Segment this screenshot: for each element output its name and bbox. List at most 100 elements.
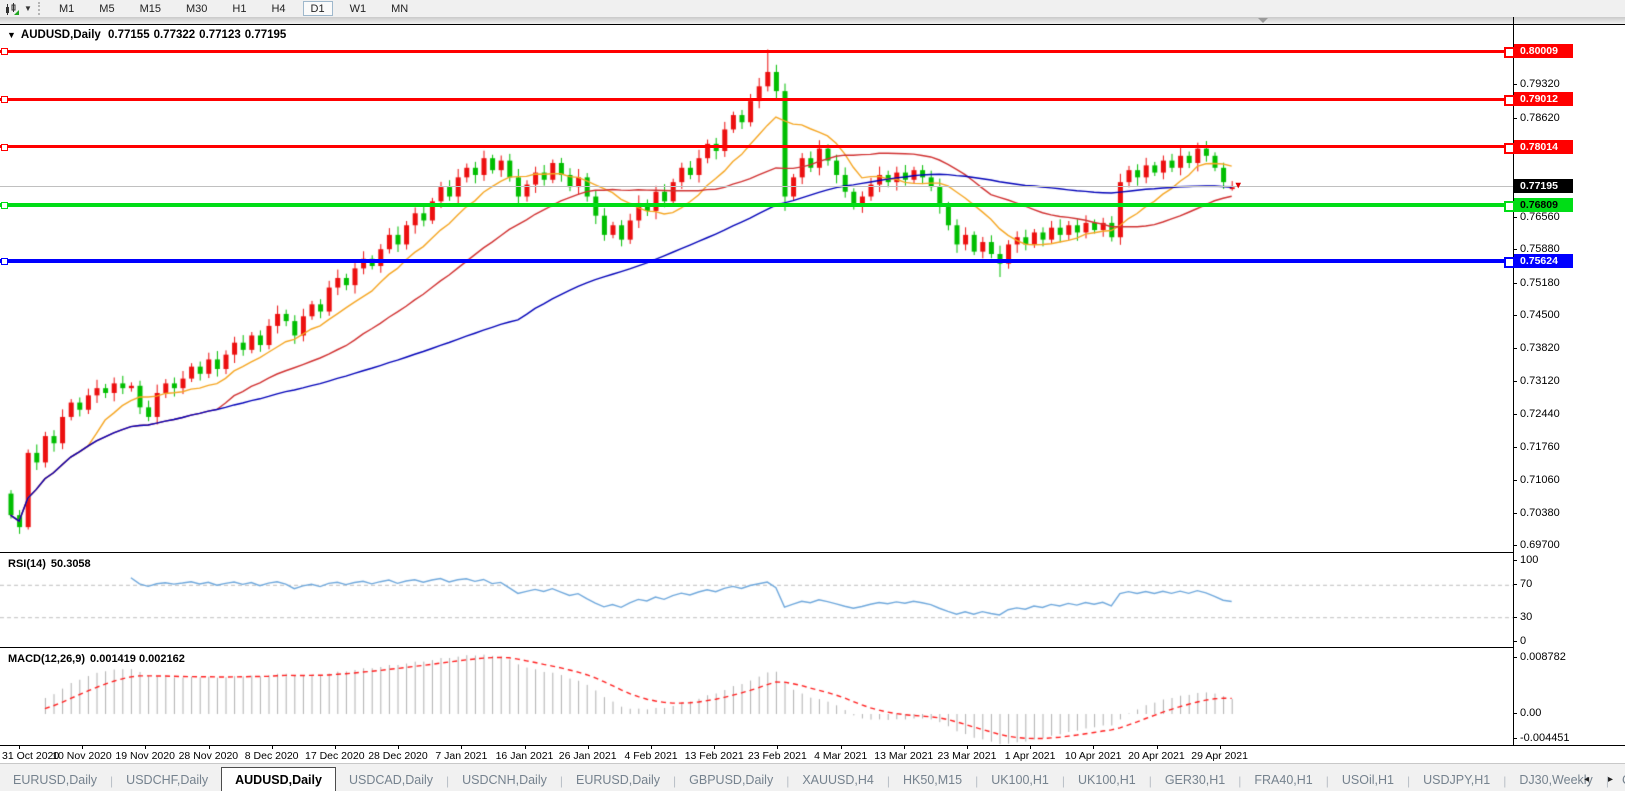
candlestick-canvas[interactable] [0, 25, 1513, 553]
price-tick [1513, 381, 1517, 383]
chart-tab-ger30-h1[interactable]: GER30,H1 [1164, 773, 1226, 787]
chart-tab-audusd-daily[interactable]: AUDUSD,Daily [221, 767, 336, 791]
level-price-badge: 0.76809 [1514, 197, 1573, 212]
date-tick [335, 746, 336, 749]
chart-tab-dj30-weekly[interactable]: DJ30,Weekly [1519, 773, 1593, 787]
timeframe-button-mn[interactable]: MN [383, 1, 416, 16]
date-label: 19 Nov 2020 [115, 750, 175, 762]
date-label: 7 Jan 2021 [435, 750, 488, 762]
date-tick [1219, 746, 1221, 749]
price-tick-label: 0.72440 [1520, 408, 1560, 420]
macd-label: MACD(12,26,9) 0.001419 0.002162 [8, 653, 185, 665]
chart-tab-hk50-m15[interactable]: HK50,M15 [903, 773, 963, 787]
rsi-tick [1513, 616, 1517, 618]
candlestick-chart-icon[interactable] [2, 1, 22, 16]
level-price-badge: 0.78014 [1514, 139, 1573, 154]
chart-tab-eurusd-daily[interactable]: EURUSD,Daily [575, 773, 661, 787]
chart-tab-eurusd-daily[interactable]: EURUSD,Daily [13, 773, 98, 787]
price-tick [1513, 249, 1517, 251]
level-price-badge: 0.80009 [1514, 44, 1573, 59]
hline-anchor-handle[interactable] [1, 48, 8, 56]
chart-tabs-bar: EURUSD,Daily | USDCHF,Daily AUDUSD,Daily USD… [0, 763, 1625, 791]
date-label: 28 Nov 2020 [178, 750, 239, 762]
support-resistance-line[interactable] [0, 202, 1513, 207]
timeframe-button-m30[interactable]: M30 [178, 1, 215, 16]
date-tick [1093, 746, 1095, 749]
current-price-line[interactable] [0, 185, 1513, 187]
tab-scroll-arrows[interactable]: ◂ ▸ [1584, 774, 1621, 785]
chart-tab-gbpusd-daily[interactable]: GBPUSD,Daily [689, 773, 774, 787]
chart-tab-usoil-h1[interactable]: USOil,H1 [1341, 773, 1394, 787]
support-resistance-line[interactable] [0, 145, 1513, 149]
price-tick-label: 0.71760 [1520, 440, 1560, 453]
hline-anchor-handle[interactable] [1, 96, 8, 104]
support-resistance-line[interactable] [0, 49, 1513, 53]
hline-axis-marker [1504, 142, 1515, 154]
timeframe-button-m1[interactable]: M1 [51, 1, 82, 16]
chart-title-caret-icon[interactable]: ▼ [7, 30, 16, 40]
timeframe-button-m5[interactable]: M5 [91, 1, 122, 16]
level-price-badge: 0.75624 [1514, 254, 1573, 269]
timeframe-button-h1[interactable]: H1 [224, 1, 254, 16]
chart-tab-fra40-h1[interactable]: FRA40,H1 [1254, 773, 1313, 787]
hline-anchor-handle[interactable] [1, 258, 8, 266]
timeframe-buttons: M1 M5 M15 M30 H1 H4 D1 W1 MN [51, 1, 416, 16]
timeframe-button-w1[interactable]: W1 [342, 1, 375, 16]
price-axis-line[interactable] [1513, 17, 1514, 745]
date-tick [967, 746, 968, 749]
timeframe-button-h4[interactable]: H4 [263, 1, 293, 16]
chart-tab-xauusd-h4[interactable]: XAUUSD,H4 [802, 773, 874, 787]
rsi-panel[interactable]: RSI(14) 50.3058 [0, 555, 1513, 647]
date-label: 13 Mar 2021 [874, 750, 934, 762]
timeframe-button-d1[interactable]: D1 [302, 1, 333, 16]
chart-tab-china300-h1[interactable]: CHINA300,H1 [1609, 770, 1625, 790]
chart-tab-uk100-h1[interactable]: UK100,H1 [991, 773, 1049, 787]
chart-type-dropdown-caret[interactable]: ▼ [24, 4, 32, 13]
hline-anchor-handle[interactable] [1, 143, 8, 151]
chart-tab-usdcad-daily[interactable]: USDCAD,Daily [348, 773, 433, 787]
price-tick-label: 0.74500 [1520, 309, 1560, 322]
macd-tick-label: 0.008782 [1520, 651, 1566, 663]
tab-separator: | [559, 774, 563, 788]
main-price-panel[interactable]: ▼ AUDUSD,Daily 0.77155 0.77322 0.77123 0.771… [0, 24, 1513, 553]
price-tick-label: 0.78620 [1520, 111, 1560, 124]
date-label: 16 Jan 2021 [495, 750, 554, 762]
date-tick [903, 746, 905, 749]
time-axis-line [0, 745, 1625, 746]
macd-tick-label: -0.004451 [1520, 732, 1570, 744]
chart-tab-uk100-h1[interactable]: UK100,H1 [1078, 773, 1136, 787]
date-label: 23 Mar 2021 [937, 750, 997, 762]
price-tick [1513, 216, 1517, 218]
macd-values: 0.001419 0.002162 [90, 653, 185, 665]
ohlc-open: 0.77155 [108, 29, 150, 41]
chart-tab-usdjpy-h1[interactable]: USDJPY,H1 [1423, 773, 1491, 787]
price-tick [1513, 414, 1517, 415]
hline-anchor-handle[interactable] [1, 201, 8, 209]
price-tick-label: 0.79320 [1520, 78, 1560, 91]
date-label: 10 Nov 2020 [52, 750, 112, 762]
date-label: 28 Dec 2020 [368, 750, 428, 762]
timeframe-button-m15[interactable]: M15 [132, 1, 169, 16]
rsi-value: 50.3058 [50, 558, 91, 570]
date-tick [1156, 746, 1158, 749]
price-tick-label: 0.73820 [1520, 341, 1560, 354]
current-price-badge: 0.77195 [1514, 179, 1573, 194]
ohlc-low: 0.77123 [199, 29, 241, 41]
date-label: 23 Feb 2021 [747, 750, 807, 762]
scroll-to-end-marker[interactable] [1258, 18, 1268, 23]
rsi-tick-label: 0 [1520, 635, 1527, 647]
support-resistance-line[interactable] [0, 97, 1513, 101]
chart-tab-usdcnh-daily[interactable]: USDCNH,Daily [462, 773, 547, 787]
tab-separator: | [886, 774, 890, 788]
chart-tab-usdchf-daily[interactable]: USDCHF,Daily [126, 773, 209, 787]
rsi-canvas [0, 555, 1513, 647]
chart-symbol: AUDUSD,Daily [20, 29, 101, 41]
support-resistance-line[interactable] [0, 259, 1513, 264]
tab-separator: | [1406, 774, 1411, 788]
macd-panel[interactable]: MACD(12,26,9) 0.001419 0.002162 [0, 650, 1513, 745]
last-price-arrow-icon: ▾ [1235, 180, 1241, 192]
tab-separator: | [786, 774, 790, 788]
date-axis[interactable]: 31 Oct 2020 10 Nov 2020 19 Nov 2020 28 Nov … [0, 746, 1625, 763]
hline-axis-marker [1504, 95, 1515, 107]
